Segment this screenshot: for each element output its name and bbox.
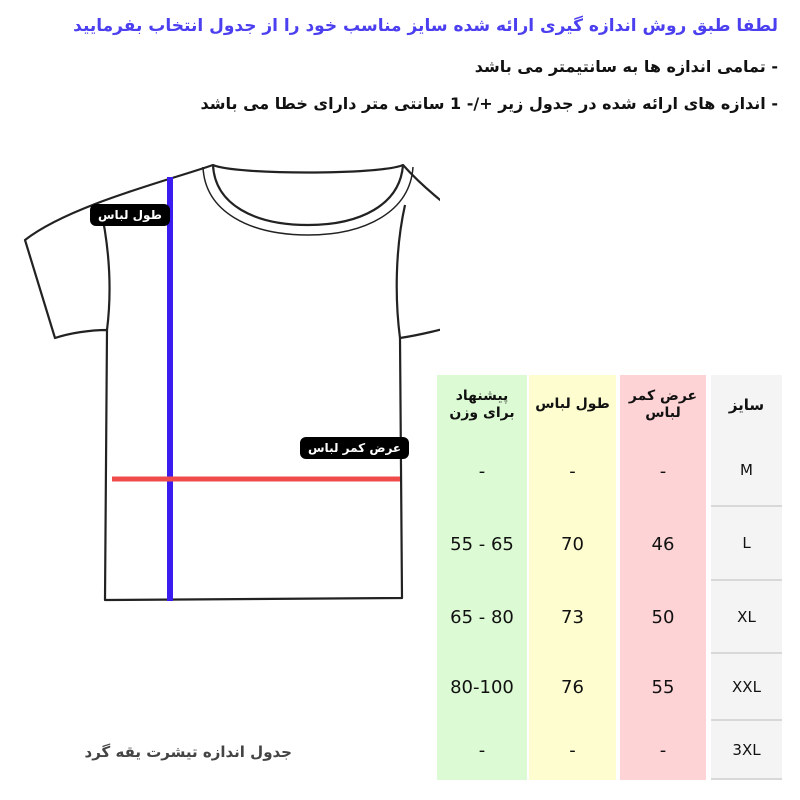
table-cell: 65 - 80: [450, 607, 514, 628]
table-cell: 76: [561, 677, 584, 698]
table-cell: -: [478, 460, 486, 482]
note-units: - تمامی اندازه ها به سانتیمتر می باشد: [474, 57, 778, 76]
table-cell: 46: [651, 533, 675, 555]
table-cell: 73: [561, 607, 584, 628]
table-column: پیشنهاد برای وزن - 55 - 65 65 - 80 80-100 -: [437, 375, 527, 780]
table-cell: -: [569, 740, 576, 761]
table-cell: -: [659, 460, 667, 482]
table-cell: -: [478, 740, 486, 761]
table-cell: 3XL: [711, 721, 782, 780]
length-label: طول لباس: [90, 204, 170, 226]
column-header: سایز: [711, 375, 782, 437]
table-cell: -: [659, 740, 667, 761]
instruction-title: لطفا طبق روش اندازه گیری ارائه شده سایز …: [73, 16, 778, 36]
table-cell: 70: [561, 533, 584, 555]
table-column: سایز M L XL XXL 3XL: [711, 375, 782, 780]
column-header: پیشنهاد برای وزن: [449, 387, 515, 422]
table-cell: XXL: [711, 654, 782, 721]
table-cell: 50: [651, 607, 675, 628]
table-cell: M: [711, 435, 782, 507]
table-column: عرض کمر لباس - 46 50 55 -: [620, 375, 706, 780]
table-column: طول لباس - 70 73 76 -: [529, 375, 616, 780]
table-cell: XL: [711, 581, 782, 654]
column-header: طول لباس: [535, 396, 610, 413]
table-cell: 55 - 65: [450, 533, 514, 555]
table-caption: جدول اندازه تیشرت یقه گرد: [84, 743, 292, 761]
table-cell: 55: [651, 677, 675, 698]
tshirt-outline-diagram: [23, 163, 440, 602]
width-label: عرض کمر لباس: [300, 437, 410, 459]
table-cell: 80-100: [450, 677, 514, 698]
column-header: عرض کمر لباس: [628, 387, 698, 422]
note-tolerance: - اندازه های ارائه شده در جدول زیر +/- 1…: [200, 94, 779, 113]
table-cell: L: [711, 507, 782, 581]
table-cell: -: [569, 460, 576, 482]
